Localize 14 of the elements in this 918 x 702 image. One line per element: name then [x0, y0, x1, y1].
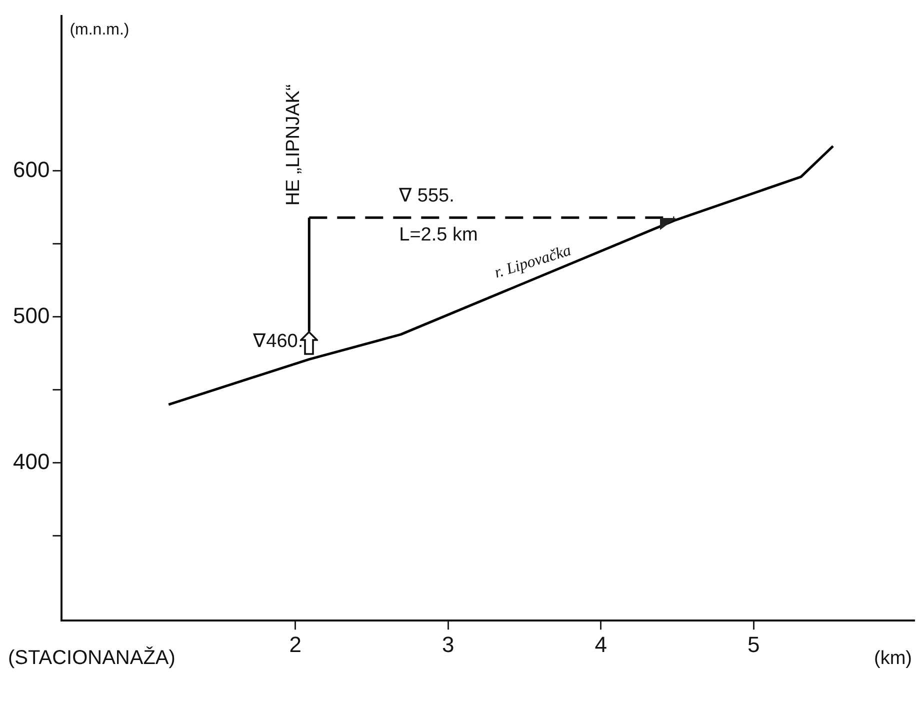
x-axis-title: (km) — [874, 648, 912, 669]
x-tick-label: 3 — [442, 632, 454, 657]
y-tick-label: 500 — [12, 303, 50, 328]
x-tick-label: 2 — [289, 632, 302, 657]
x-tick-label: 4 — [594, 632, 608, 657]
annotation: HE „LIPNJAK“ — [282, 84, 304, 206]
y-tick-label: 400 — [12, 448, 50, 474]
text: (STACIONANAŽA) — [8, 646, 176, 670]
y-axis-title: (m.n.m.) — [70, 22, 130, 39]
annotation: L=2.5 km — [399, 224, 478, 246]
annotation: ∇ 555. — [398, 185, 454, 206]
annotation: ∇460. — [252, 330, 304, 352]
y-tick-label: 600 — [12, 157, 50, 182]
x-tick-label: 5 — [747, 632, 760, 657]
